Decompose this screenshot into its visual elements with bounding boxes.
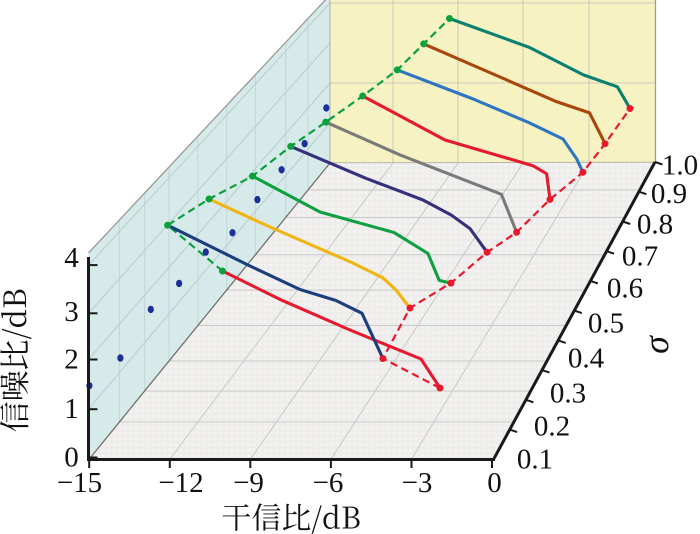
svg-text:−6: −6 xyxy=(313,467,344,499)
svg-text:−15: −15 xyxy=(57,467,102,499)
svg-text:0.3: 0.3 xyxy=(550,377,586,409)
svg-text:1: 1 xyxy=(64,393,79,425)
svg-text:σ: σ xyxy=(636,335,676,354)
svg-text:0.1: 0.1 xyxy=(517,443,553,475)
svg-text:0: 0 xyxy=(487,467,502,499)
svg-text:0.4: 0.4 xyxy=(568,342,605,374)
svg-text:0.8: 0.8 xyxy=(637,208,673,240)
svg-text:0.5: 0.5 xyxy=(588,307,624,339)
svg-text:−9: −9 xyxy=(233,467,264,499)
svg-text:0.2: 0.2 xyxy=(534,410,570,442)
svg-text:0.9: 0.9 xyxy=(651,178,687,210)
svg-text:2: 2 xyxy=(64,344,79,376)
svg-text:−12: −12 xyxy=(158,467,203,499)
svg-text:0: 0 xyxy=(64,441,79,473)
svg-text:−3: −3 xyxy=(402,467,433,499)
svg-text:3: 3 xyxy=(64,296,79,328)
svg-text:4: 4 xyxy=(64,242,79,274)
svg-text:1.0: 1.0 xyxy=(662,149,698,181)
svg-text:0.6: 0.6 xyxy=(607,272,643,304)
svg-text:0.7: 0.7 xyxy=(622,240,658,272)
